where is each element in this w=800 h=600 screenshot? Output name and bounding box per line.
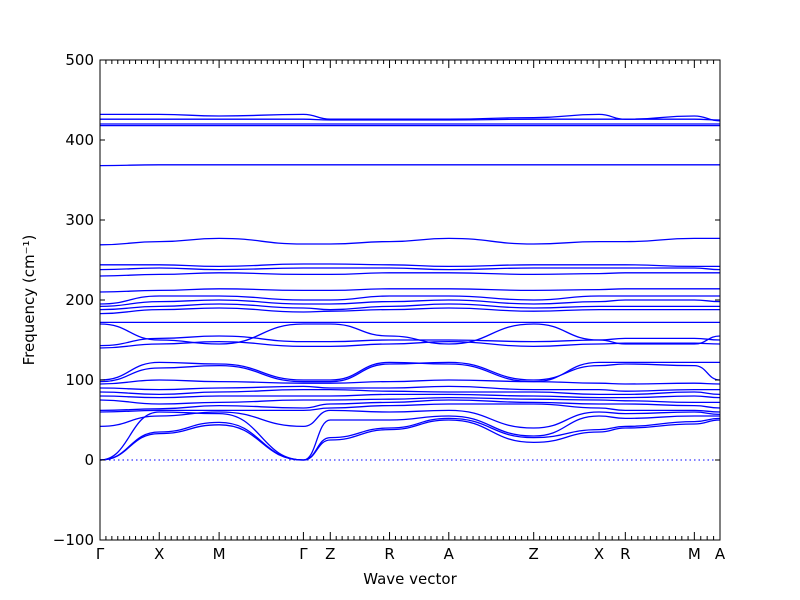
x-tick-label: M: [213, 545, 226, 563]
y-axis-label: Frequency (cm⁻¹): [20, 235, 38, 366]
band-line: [99, 272, 720, 277]
band-line: [99, 303, 720, 311]
y-tick-label: 300: [65, 211, 94, 229]
band-line: [99, 409, 721, 429]
x-tick-label: X: [154, 545, 164, 563]
band-line: [99, 399, 721, 412]
band-line: [99, 237, 720, 246]
x-tick-label: R: [384, 545, 394, 563]
band-line: [99, 299, 721, 308]
band-line: [99, 267, 721, 271]
y-tick-label: −100: [53, 531, 94, 549]
y-axis-ticks: −100 0 100 200 300 400 500: [53, 51, 720, 549]
x-tick-label: R: [620, 545, 630, 563]
band-line: [99, 396, 720, 405]
band-line: [99, 340, 721, 349]
band-line: [99, 417, 721, 461]
x-tick-label: A: [715, 545, 726, 563]
band-line: [100, 263, 720, 268]
band-line: [99, 307, 720, 315]
band-line: [99, 388, 721, 396]
band-line: [99, 393, 721, 399]
x-tick-label: Z: [325, 545, 335, 563]
band-line: [99, 323, 721, 345]
x-axis-label: Wave vector: [363, 570, 457, 588]
band-line: [100, 113, 721, 122]
y-tick-label: 500: [65, 51, 94, 69]
y-tick-label: 100: [65, 371, 94, 389]
band-line: [99, 411, 720, 461]
band-line: [99, 361, 721, 383]
x-tick-label: M: [688, 545, 701, 563]
band-line: [99, 295, 720, 305]
y-tick-label: 0: [84, 451, 94, 469]
band-line: [99, 385, 720, 392]
x-tick-label: X: [594, 545, 604, 563]
band-line: [99, 335, 721, 347]
band-line: [99, 361, 720, 383]
y-tick-label: 200: [65, 291, 94, 309]
band-line: [99, 379, 721, 385]
phonon-bands: [99, 113, 721, 461]
x-tick-label: Γ: [299, 545, 308, 563]
band-line: [99, 419, 721, 461]
x-tick-label: Γ: [96, 545, 105, 563]
band-line: [99, 164, 720, 167]
y-tick-label: 400: [65, 131, 94, 149]
x-tick-label: A: [444, 545, 455, 563]
band-line: [99, 288, 720, 293]
x-tick-label: Z: [529, 545, 539, 563]
band-line: [99, 403, 721, 413]
